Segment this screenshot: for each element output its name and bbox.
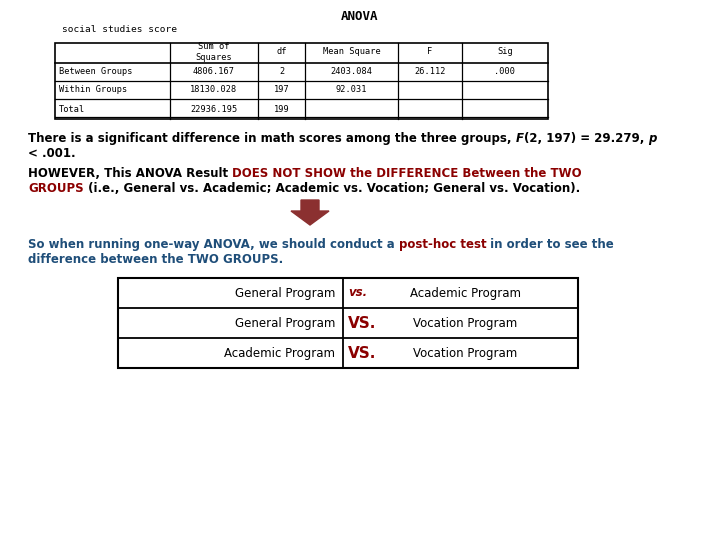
Text: General Program: General Program	[235, 287, 335, 300]
Text: There is a significant difference in math scores among the three groups,: There is a significant difference in mat…	[28, 132, 516, 145]
Text: Academic Program: Academic Program	[410, 287, 521, 300]
Text: Vocation Program: Vocation Program	[413, 347, 518, 360]
Text: .000: .000	[495, 68, 516, 77]
Text: Sum of
Squares: Sum of Squares	[196, 42, 233, 62]
Text: 18130.028: 18130.028	[190, 85, 238, 94]
Text: 2403.084: 2403.084	[330, 68, 372, 77]
Text: 199: 199	[274, 105, 289, 113]
Text: Sig: Sig	[497, 48, 513, 57]
Text: VS.: VS.	[348, 346, 377, 361]
Text: difference between the TWO GROUPS.: difference between the TWO GROUPS.	[28, 253, 283, 266]
Text: Vocation Program: Vocation Program	[413, 316, 518, 329]
Text: Academic Program: Academic Program	[224, 347, 335, 360]
Text: F: F	[428, 48, 433, 57]
Text: HOWEVER, This ANOVA Result: HOWEVER, This ANOVA Result	[28, 167, 233, 180]
Text: df: df	[276, 48, 287, 57]
Text: p: p	[648, 132, 657, 145]
Text: Total: Total	[59, 105, 85, 113]
Text: Between Groups: Between Groups	[59, 68, 132, 77]
Text: (2, 197) = 29.279,: (2, 197) = 29.279,	[523, 132, 648, 145]
Text: (i.e., General vs. Academic; Academic vs. Vocation; General vs. Vocation).: (i.e., General vs. Academic; Academic vs…	[84, 182, 580, 195]
Text: 22936.195: 22936.195	[190, 105, 238, 113]
Bar	[55, 43, 548, 119]
Text: DOES NOT SHOW the DIFFERENCE Between the TWO: DOES NOT SHOW the DIFFERENCE Between the…	[233, 167, 582, 180]
Text: 2: 2	[279, 68, 284, 77]
Text: in order to see the: in order to see the	[487, 238, 614, 251]
Text: F: F	[516, 132, 523, 145]
Text: Mean Square: Mean Square	[323, 48, 380, 57]
Text: Within Groups: Within Groups	[59, 85, 127, 94]
Text: ANOVA: ANOVA	[341, 10, 379, 23]
Text: GROUPS: GROUPS	[28, 182, 84, 195]
Text: 26.112: 26.112	[414, 68, 446, 77]
Text: social studies score: social studies score	[62, 25, 177, 34]
Text: General Program: General Program	[235, 316, 335, 329]
Text: So when running one-way ANOVA, we should conduct a: So when running one-way ANOVA, we should…	[28, 238, 399, 251]
FancyArrow shape	[291, 200, 329, 225]
Text: VS.: VS.	[348, 315, 377, 330]
Bar	[118, 278, 578, 368]
Text: post-hoc test: post-hoc test	[399, 238, 487, 251]
Text: 4806.167: 4806.167	[193, 68, 235, 77]
Text: 197: 197	[274, 85, 289, 94]
Text: 92.031: 92.031	[336, 85, 367, 94]
Text: < .001.: < .001.	[28, 147, 76, 160]
Text: vs.: vs.	[348, 287, 367, 300]
